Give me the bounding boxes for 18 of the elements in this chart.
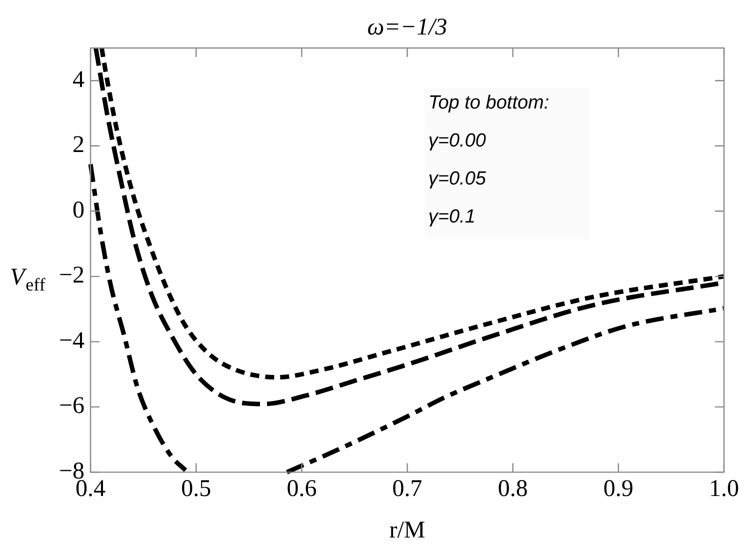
x-tick-label: 1.0 bbox=[709, 476, 739, 502]
x-axis-title: r/M bbox=[389, 517, 426, 544]
y-tick-label: −6 bbox=[58, 393, 85, 420]
x-tick-label: 0.6 bbox=[286, 476, 317, 502]
annotation: Top to bottom: bbox=[428, 92, 550, 114]
x-tick-label: 0.9 bbox=[603, 476, 634, 502]
y-tick-label: −2 bbox=[58, 262, 85, 289]
annotation: γ=0.00 bbox=[428, 130, 486, 152]
y-tick-label: −4 bbox=[58, 328, 85, 354]
y-tick-label: 4 bbox=[72, 66, 85, 93]
y-tick-label: 0 bbox=[72, 197, 85, 224]
annotation: γ=0.05 bbox=[428, 168, 486, 190]
x-tick-label: 0.8 bbox=[498, 476, 528, 502]
annotation: γ=0.1 bbox=[428, 206, 476, 228]
x-tick-label: 0.7 bbox=[392, 476, 422, 502]
y-tick-label: 2 bbox=[72, 132, 85, 158]
chart-title: ω=−1/3 bbox=[367, 14, 448, 40]
x-tick-label: 0.5 bbox=[181, 476, 212, 502]
